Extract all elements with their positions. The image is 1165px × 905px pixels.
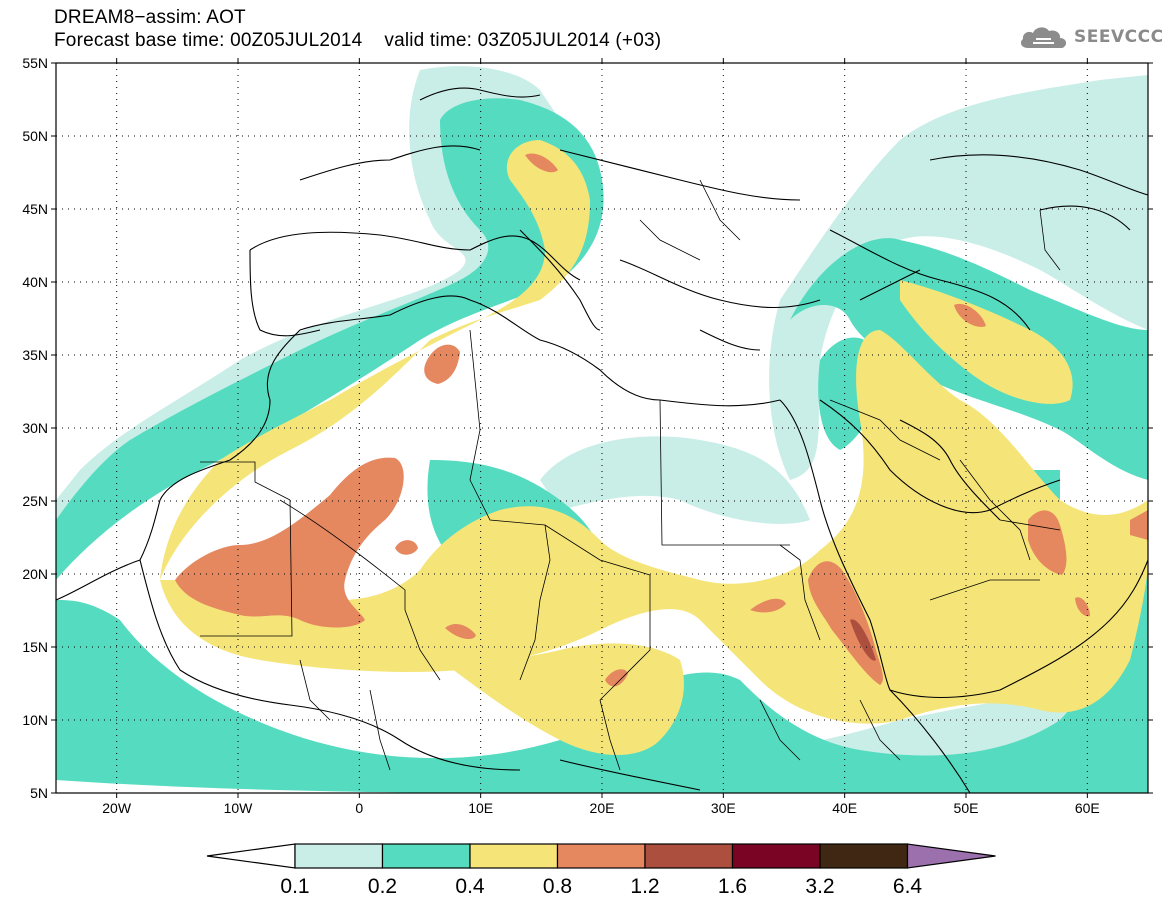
lon-tick-label: 50E [954, 800, 979, 816]
lon-tick-label: 0 [355, 800, 363, 816]
colorbar-box [469, 843, 559, 869]
lat-tick-label: 45N [22, 201, 48, 217]
product-title: DREAM8−assim: AOT [54, 7, 246, 28]
colorbar-box [556, 843, 646, 869]
colorbar-level-label: 0.4 [455, 875, 485, 898]
lat-tick-label: 50N [22, 128, 48, 144]
cloud-icon [1020, 27, 1067, 48]
colorbar-box [381, 843, 471, 869]
lon-tick-label: 10E [468, 800, 493, 816]
borders [200, 179, 1061, 771]
coastlines [56, 87, 1148, 793]
lon-tick-label: 10W [224, 800, 254, 816]
lat-tick-label: 10N [22, 712, 48, 728]
colorbar-level-label: 1.6 [718, 875, 747, 898]
colorbar-box [731, 843, 821, 869]
longitude-labels: 20W 10W 0 10E 20E 30E 40E 50E 60E [102, 800, 1100, 816]
lon-tick-label: 20E [590, 800, 615, 816]
colorbar-legend: 0.1 0.2 0.4 0.8 1.2 1.6 3.2 6.4 [206, 843, 996, 898]
aot-field [56, 63, 1148, 793]
colorbar-box [644, 843, 734, 869]
lat-tick-label: 25N [22, 493, 48, 509]
axis-ticks [51, 58, 1153, 798]
colorbar-box [294, 843, 384, 869]
time-line: Forecast base time: 00Z05JUL2014 valid t… [54, 29, 661, 52]
base-time: Forecast base time: 00Z05JUL2014 [54, 30, 363, 51]
lon-tick-label: 40E [832, 800, 857, 816]
latitude-labels: 55N 50N 45N 40N 35N 30N 25N 20N 15N 10N 5N [22, 55, 48, 801]
colorbar-level-label: 6.4 [893, 875, 923, 898]
lat-tick-label: 40N [22, 274, 48, 290]
lat-tick-label: 55N [22, 55, 48, 71]
aot-1.2-band [850, 619, 876, 661]
graticule [56, 63, 1148, 793]
lat-tick-label: 20N [22, 566, 48, 582]
colorbar-boxes [206, 843, 996, 869]
lat-tick-label: 15N [22, 639, 48, 655]
colorbar-level-label: 0.2 [368, 875, 397, 898]
valid-time: valid time: 03Z05JUL2014 (+03) [384, 30, 662, 51]
colorbar-level-label: 0.1 [280, 875, 309, 898]
lat-tick-label: 5N [30, 785, 48, 801]
colorbar-labels: 0.1 0.2 0.4 0.8 1.2 1.6 3.2 6.4 [280, 875, 922, 898]
lat-tick-label: 30N [22, 420, 48, 436]
colorbar-over-triangle [906, 843, 996, 869]
colorbar-level-label: 3.2 [805, 875, 834, 898]
seevccc-logo: SEEVCCC [1018, 24, 1164, 50]
lon-tick-label: 60E [1075, 800, 1100, 816]
colorbar-level-label: 0.8 [543, 875, 572, 898]
colorbar-level-label: 1.2 [630, 875, 659, 898]
aot-0.8-band [175, 153, 1148, 687]
logo-text: SEEVCCC [1074, 27, 1164, 47]
colorbar-under-triangle [206, 843, 296, 869]
lat-tick-label: 35N [22, 347, 48, 363]
lon-tick-label: 30E [711, 800, 736, 816]
lon-tick-label: 20W [102, 800, 132, 816]
colorbar-box [819, 843, 909, 869]
title-block: DREAM8−assim: AOT Forecast base time: 00… [54, 6, 661, 52]
